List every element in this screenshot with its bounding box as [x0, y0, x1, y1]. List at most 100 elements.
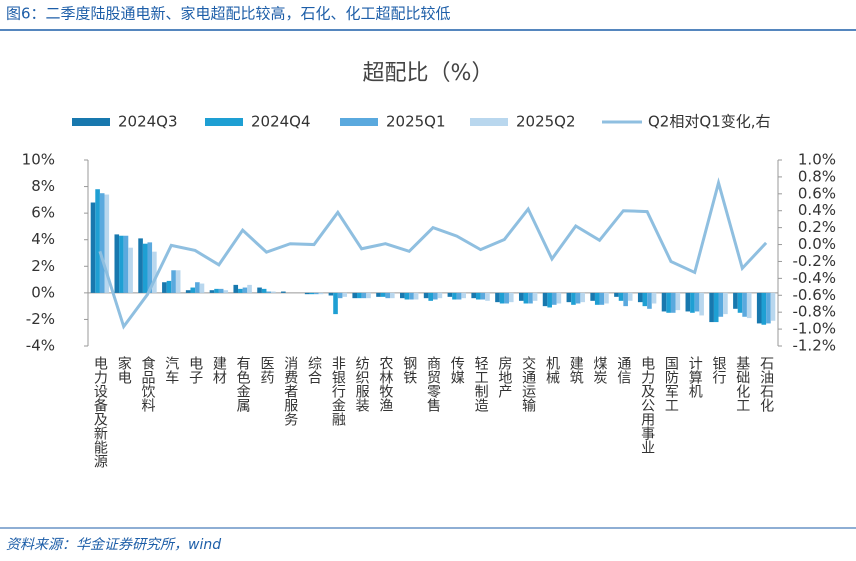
y-tick-label: -2%	[26, 310, 55, 328]
y2-tick-label: -0.6%	[792, 286, 836, 304]
x-tick-label: 非银行金融	[330, 356, 346, 426]
bar	[685, 292, 691, 312]
bar	[604, 292, 609, 304]
bar	[190, 287, 196, 293]
bar	[756, 292, 762, 324]
bar	[162, 282, 167, 293]
figure-title: 图6：二季度陆股通电新、家电超配比较高，石化、化工超配比较低	[6, 5, 451, 23]
x-tick-label: 银行	[711, 356, 727, 385]
y-tick-label: 10%	[22, 151, 55, 169]
x-tick-label: 轻工制造	[473, 356, 489, 413]
bar	[594, 292, 600, 305]
bar	[528, 292, 533, 304]
bar	[413, 292, 419, 300]
bar	[171, 270, 176, 293]
bar	[342, 292, 348, 297]
x-tick-label: 消费者服务	[282, 356, 298, 426]
x-tick-label: 电子	[187, 356, 203, 384]
x-tick-label: 电力设备及新能源	[92, 356, 108, 468]
x-tick-label: 国防军工	[663, 356, 679, 412]
x-tick-label: 钢铁	[401, 356, 417, 384]
bar	[304, 292, 310, 295]
bar	[508, 292, 514, 303]
y2-tick-label: 0.0%	[798, 235, 836, 253]
x-tick-label: 基础化工	[734, 355, 750, 412]
x-tick-label: 机械	[544, 356, 560, 384]
x-tick-label: 房地产	[496, 356, 512, 399]
bar	[447, 292, 453, 297]
y2-tick-label: 1.0%	[798, 151, 836, 169]
y2-tick-label: -1.2%	[792, 337, 836, 355]
chart-title: 超配比（%）	[363, 61, 494, 86]
bar	[504, 292, 509, 304]
y2-tick-label: -1.0%	[792, 320, 836, 338]
bar	[114, 234, 120, 293]
bar	[423, 292, 429, 299]
bar	[480, 292, 486, 300]
legend-swatch	[205, 118, 243, 126]
legend-label: 2025Q2	[516, 113, 576, 131]
bar	[95, 189, 100, 293]
bar	[761, 292, 767, 325]
bar	[261, 288, 267, 293]
x-tick-label: 家电	[116, 355, 132, 384]
bar	[770, 292, 776, 321]
bar	[147, 242, 153, 293]
x-tick-label: 通信	[615, 356, 631, 384]
bar	[495, 292, 500, 303]
bar	[318, 292, 324, 295]
bar	[266, 291, 272, 293]
y-tick-label: 0%	[31, 283, 55, 301]
y2-tick-label: 0.2%	[798, 218, 836, 236]
bar	[185, 290, 191, 293]
bar	[99, 193, 105, 293]
bar	[713, 292, 719, 323]
y-tick-label: -4%	[26, 337, 55, 355]
bar	[627, 292, 633, 301]
source: 资料来源：华金证券研究所，wind	[6, 537, 221, 553]
x-tick-label: 电力及公用事业	[639, 356, 655, 454]
bar	[471, 292, 476, 299]
y-tick-label: 2%	[31, 257, 55, 275]
x-tick-label: 食品饮料	[139, 355, 155, 412]
bar	[694, 292, 700, 312]
x-tick-label: 石油石化	[758, 356, 774, 413]
bar	[746, 292, 752, 319]
bar	[699, 292, 704, 316]
bar	[618, 292, 624, 301]
bar	[737, 292, 743, 313]
x-tick-label: 农林牧渔	[377, 356, 393, 412]
bar	[551, 292, 557, 305]
x-tick-label: 综合	[306, 356, 322, 384]
bar	[571, 292, 576, 305]
bar	[361, 292, 367, 299]
legend-label: 2024Q4	[251, 113, 311, 131]
bar	[366, 292, 371, 299]
bar	[247, 284, 252, 293]
x-tick-label: 建材	[211, 356, 227, 384]
y-tick-label: 8%	[31, 177, 55, 195]
bar	[661, 292, 667, 312]
x-tick-label: 传媒	[449, 356, 465, 384]
bar	[123, 235, 129, 293]
bar	[690, 292, 695, 313]
bar	[675, 292, 681, 311]
bar	[647, 292, 652, 309]
x-tick-label: 医药	[258, 356, 274, 384]
legend-swatch	[470, 118, 508, 126]
bar	[195, 282, 200, 293]
y2-tick-label: -0.4%	[792, 269, 836, 287]
bar	[404, 292, 410, 300]
legend-swatch	[340, 118, 378, 126]
x-tick-label: 商贸零售	[425, 356, 441, 412]
bar	[119, 235, 124, 293]
bar	[328, 292, 334, 296]
bar	[709, 292, 714, 323]
bar	[718, 292, 724, 317]
bar	[357, 292, 362, 299]
bar	[214, 288, 219, 293]
bar	[380, 292, 386, 297]
bar	[309, 292, 315, 295]
legend-label: 2025Q1	[386, 113, 446, 131]
